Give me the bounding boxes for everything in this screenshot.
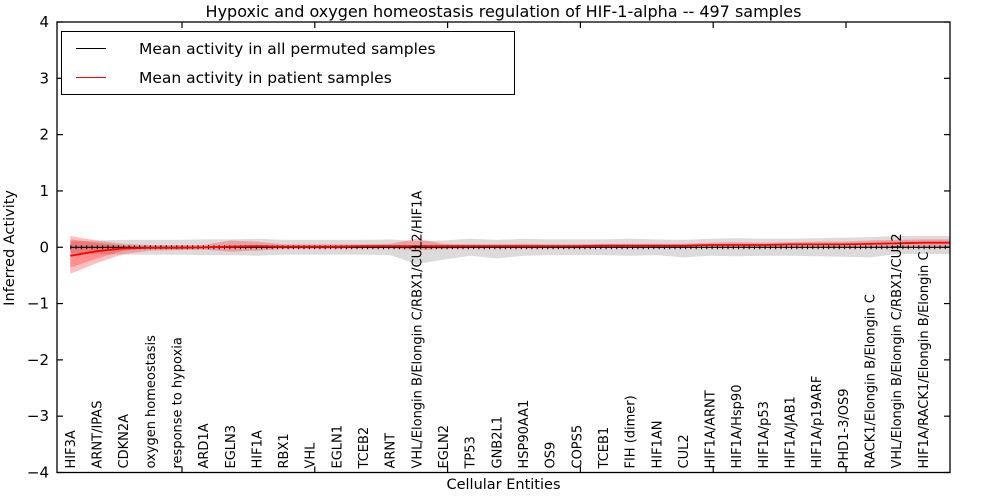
- category-label: ARNT/IPAS: [90, 401, 105, 469]
- y-tick-label: 1: [39, 182, 49, 200]
- x-axis-label: Cellular Entities: [446, 477, 561, 493]
- category-label: VHL/Elongin B/Elongin C/RBX1/CUL2: [890, 233, 905, 468]
- category-label: VHL/Elongin B/Elongin C/RBX1/CUL2/HIF1A: [410, 191, 425, 469]
- y-tick-label: 4: [39, 13, 49, 31]
- category-label: HIF1A/JAB1: [784, 396, 799, 468]
- y-tick-label: −3: [27, 407, 49, 425]
- category-label: COPS5: [570, 425, 585, 469]
- category-label: PHD1-3/OS9: [837, 389, 852, 469]
- category-label: VHL: [304, 442, 319, 469]
- category-label: HSP90AA1: [517, 400, 532, 469]
- category-label: ARNT: [384, 433, 399, 469]
- category-label: EGLN3: [224, 425, 239, 469]
- category-label: RBX1: [277, 433, 292, 468]
- legend-label-patient: Mean activity in patient samples: [139, 68, 392, 87]
- legend-label-permuted: Mean activity in all permuted samples: [139, 39, 436, 58]
- y-tick-label: 0: [39, 238, 49, 256]
- category-label: response to hypoxia: [170, 337, 185, 468]
- category-label: GNB2L1: [490, 416, 505, 469]
- line-patient-mean: [70, 241, 950, 257]
- y-tick-label: −1: [27, 295, 49, 313]
- legend-entry-patient: Mean activity in patient samples: [62, 64, 514, 92]
- patient-line-swatch: [76, 77, 106, 78]
- category-label: HIF1A/p19ARF: [810, 376, 825, 469]
- category-label: TCEB1: [597, 427, 612, 470]
- category-label: HIF1A/p53: [757, 401, 772, 468]
- band-permuted-samples-range: [70, 236, 951, 265]
- category-label: EGLN1: [330, 425, 345, 469]
- legend: Mean activity in all permuted samples Me…: [61, 31, 515, 95]
- category-label: CUL2: [677, 434, 692, 468]
- category-label: ARD1A: [197, 423, 212, 468]
- y-tick-label: −2: [27, 351, 49, 369]
- category-label: HIF3A: [64, 430, 79, 468]
- category-label: oxygen homeostasis: [144, 335, 159, 469]
- category-label: TP53: [464, 436, 479, 469]
- category-label: EGLN2: [437, 425, 452, 469]
- category-label: FIH (dimer): [624, 395, 639, 468]
- y-axis-label: Inferred Activity: [2, 190, 18, 306]
- y-tick-label: 3: [39, 69, 49, 87]
- category-label: HIF1A: [250, 430, 265, 468]
- y-tick-label: −4: [27, 464, 49, 482]
- category-label: CDKN2A: [117, 414, 132, 469]
- chart-title: Hypoxic and oxygen homeostasis regulatio…: [205, 2, 802, 21]
- y-tick-label: 2: [39, 126, 49, 144]
- category-label: HIF1A/Hsp90: [730, 385, 745, 469]
- category-label: TCEB2: [357, 427, 372, 470]
- legend-entry-permuted: Mean activity in all permuted samples: [62, 35, 514, 63]
- category-label: RACK1/Elongin B/Elongin C: [864, 294, 879, 468]
- category-label: HIF1A/RACK1/Elongin B/Elongin C: [917, 252, 932, 469]
- permuted-line-swatch: [76, 48, 106, 49]
- category-label: HIF1AN: [650, 421, 665, 469]
- category-label: HIF1A/ARNT: [704, 390, 719, 468]
- category-label: OS9: [544, 442, 559, 469]
